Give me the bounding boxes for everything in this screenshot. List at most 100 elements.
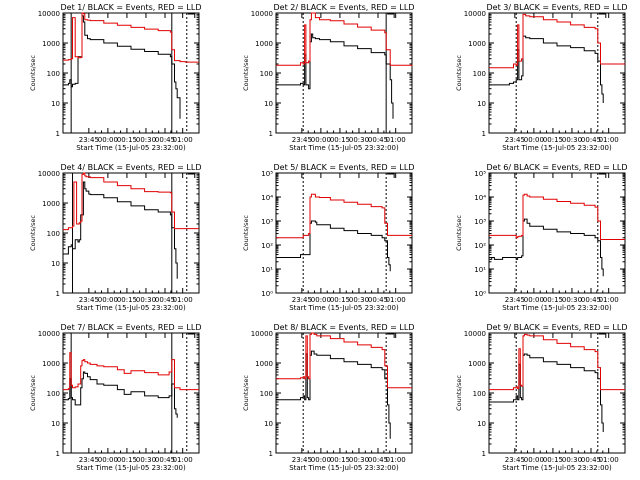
chart-title: Det 2/ BLACK = Events, RED = LLD [274,3,415,12]
lld-series-line [63,12,199,63]
y-tick-label: 10000 [464,10,486,18]
x-tick-label: 00:15 [117,136,137,144]
chart-panel-4: Det 4/ BLACK = Events, RED = LLD 1 10 100 10… [29,163,201,312]
events-series-line [276,350,391,439]
x-tick-label: 01:00 [173,456,193,464]
x-tick-label: 23:45 [79,136,99,144]
y-axis-label: Counts/sec [29,375,37,411]
corner-bracket-marker [387,13,395,18]
lld-series-line [276,332,412,389]
y-tick-label: 1000 [42,360,60,368]
y-tick-label: 10000 [38,170,60,178]
x-tick-label: 00:45 [368,456,388,464]
x-tick-label: 23:45 [505,296,525,304]
plot-frame [488,172,626,294]
x-axis-label: Start Time (15-Jul-05 23:32:00) [502,464,612,472]
y-tick-label: 1 [56,130,60,138]
x-tick-label: 00:45 [368,136,388,144]
y-tick-label: 1000 [42,200,60,208]
y-tick-label: 1 [269,130,273,138]
x-tick-label: 00:00 [311,456,331,464]
y-axis-label: Counts/sec [242,215,250,251]
x-tick-label: 00:15 [543,136,563,144]
y-tick-label: 10 [477,100,486,108]
y-tick-label: 10¹ [261,266,273,274]
y-tick-label: 10000 [38,330,60,338]
chart-panel-8: Det 8/ BLACK = Events, RED = LLD 1 10 100 10… [242,323,414,472]
y-tick-label: 10¹ [474,266,486,274]
x-axis-label: Start Time (15-Jul-05 23:32:00) [289,304,399,312]
y-tick-label: 100 [260,390,273,398]
y-tick-label: 100 [47,230,60,238]
y-axis-label: Counts/sec [242,375,250,411]
events-series-line [276,33,394,119]
x-tick-label: 23:45 [505,136,525,144]
y-tick-label: 10 [477,420,486,428]
y-tick-label: 1 [56,290,60,298]
y-tick-label: 1000 [468,360,486,368]
y-tick-label: 100 [473,70,486,78]
x-tick-label: 00:15 [117,456,137,464]
y-tick-label: 10000 [251,330,273,338]
x-axis-label: Start Time (15-Jul-05 23:32:00) [289,144,399,152]
chart-panel-5: Det 5/ BLACK = Events, RED = LLD 10⁰ 10¹ 10… [242,163,414,312]
plot-frame [275,332,413,454]
x-tick-label: 00:00 [524,456,544,464]
x-tick-label: 01:00 [173,136,193,144]
x-tick-label: 00:30 [349,456,369,464]
y-tick-label: 100 [47,390,60,398]
x-tick-label: 00:15 [330,456,350,464]
chart-panel-9: Det 9/ BLACK = Events, RED = LLD 1 10 100 10… [455,323,627,472]
x-tick-label: 23:45 [79,296,99,304]
chart-panel-2: Det 2/ BLACK = Events, RED = LLD 1 10 100 10… [242,3,414,152]
y-tick-label: 10 [51,100,60,108]
x-tick-label: 01:00 [386,296,406,304]
x-axis-label: Start Time (15-Jul-05 23:32:00) [76,144,186,152]
x-tick-label: 00:00 [524,296,544,304]
x-tick-label: 00:00 [98,136,118,144]
lld-series-line [63,172,199,231]
y-tick-label: 1000 [255,40,273,48]
plot-frame [275,172,413,294]
y-tick-label: 10³ [474,218,486,226]
chart-panel-6: Det 6/ BLACK = Events, RED = LLD 10⁰ 10¹ 10… [455,163,627,312]
x-tick-label: 00:00 [524,136,544,144]
x-tick-label: 00:45 [155,296,175,304]
y-tick-label: 1000 [42,40,60,48]
y-tick-label: 10 [51,260,60,268]
events-series-line [489,353,604,432]
y-tick-label: 100 [473,390,486,398]
x-axis-label: Start Time (15-Jul-05 23:32:00) [502,304,612,312]
y-tick-label: 10⁰ [474,290,486,298]
lld-series-line [63,352,199,391]
lld-series-line [489,193,625,240]
y-tick-label: 10³ [261,218,273,226]
y-tick-label: 10⁰ [261,290,273,298]
x-tick-label: 00:15 [543,296,563,304]
corner-bracket-marker [598,13,607,18]
events-series-line [63,15,181,119]
x-tick-label: 00:15 [117,296,137,304]
chart-title: Det 3/ BLACK = Events, RED = LLD [487,3,628,12]
x-tick-label: 23:45 [79,456,99,464]
y-tick-label: 10000 [251,10,273,18]
plot-frame [488,12,626,134]
plot-frame [488,332,626,454]
chart-title: Det 4/ BLACK = Events, RED = LLD [61,163,202,172]
plot-frame [275,12,413,134]
lld-series-line [489,333,625,391]
chart-title: Det 1/ BLACK = Events, RED = LLD [61,3,202,12]
corner-bracket-marker [598,333,607,338]
x-tick-label: 00:45 [581,456,601,464]
x-tick-label: 00:30 [136,136,156,144]
x-tick-label: 00:00 [311,136,331,144]
x-tick-label: 00:45 [155,136,175,144]
plot-frame [62,12,200,134]
corner-bracket-marker [387,173,395,178]
x-tick-label: 23:45 [292,296,312,304]
x-tick-label: 01:00 [386,456,406,464]
y-tick-label: 10⁴ [474,194,486,202]
y-tick-label: 1 [56,450,60,458]
y-tick-label: 1000 [468,40,486,48]
y-axis-label: Counts/sec [455,375,463,411]
